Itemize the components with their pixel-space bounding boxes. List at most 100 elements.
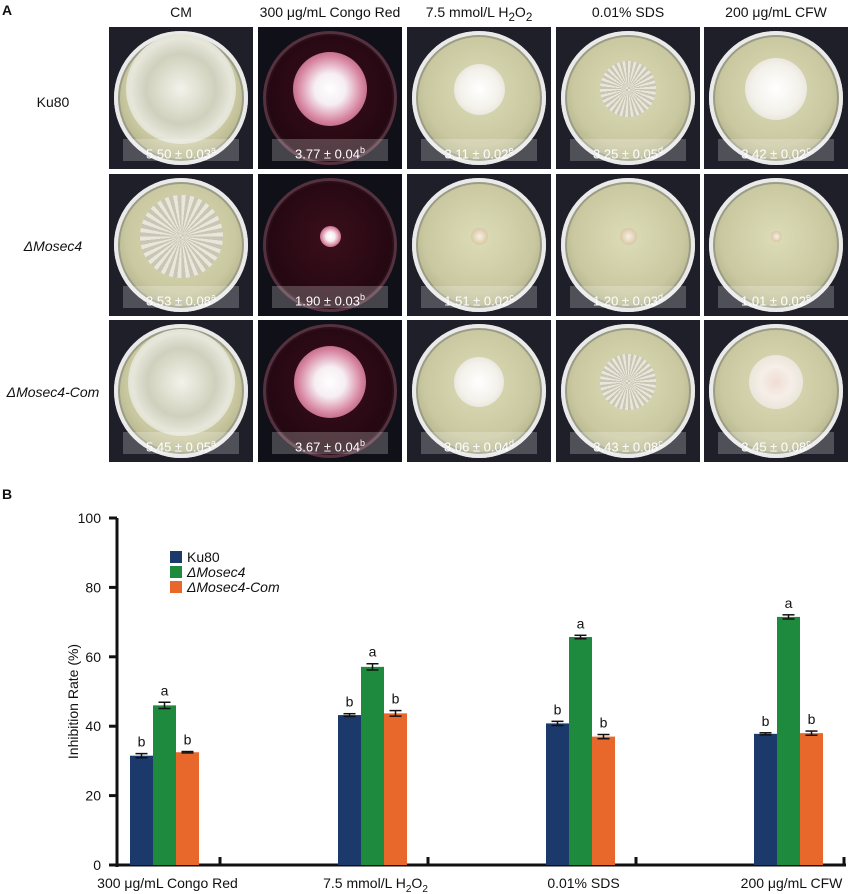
- colony-diameter-value: 3.25 ± 0.05: [593, 146, 658, 162]
- plate-photo: 3.11 ± 0.02e: [407, 27, 551, 169]
- significance-letter: c: [806, 145, 811, 155]
- x-tick-label: 0.01% SDS: [547, 875, 619, 891]
- bar: [592, 736, 615, 865]
- colony-diameter-value: 3.53 ± 0.08: [146, 293, 211, 309]
- column-header-h2o2: 7.5 mmol/L H2O2: [407, 4, 551, 24]
- petri-dish: [709, 178, 843, 312]
- legend-label: Ku80: [187, 549, 220, 565]
- bar: [384, 713, 407, 865]
- legend-swatch: [170, 566, 182, 578]
- fungal-colony: [600, 61, 656, 117]
- fungal-colony: [294, 346, 366, 418]
- y-tick-label: 20: [85, 788, 101, 804]
- colony-diameter-value: 1.51 ± 0.02: [444, 293, 510, 309]
- y-tick-label: 0: [93, 857, 101, 873]
- column-header-cm: CM: [170, 4, 192, 20]
- significance-letter: b: [600, 715, 608, 731]
- significance-letter: b: [359, 438, 365, 448]
- colony-diameter-label: 1.01 ± 0.02e: [718, 286, 834, 308]
- panel-b-letter: B: [2, 486, 13, 502]
- significance-letter: c: [658, 438, 663, 448]
- colony-diameter-value: 1.90 ± 0.03: [295, 293, 360, 309]
- x-tick-label: 300 μg/mL Congo Red: [97, 875, 238, 891]
- colony-diameter-value: 3.11 ± 0.02: [444, 146, 509, 162]
- colony-diameter-label: 3.53 ± 0.08a: [123, 286, 239, 308]
- colony-diameter-value: 3.77 ± 0.04: [295, 146, 360, 162]
- significance-letter: a: [210, 145, 216, 155]
- significance-letter: d: [657, 292, 663, 302]
- h2o2-header-prefix: 7.5 mmol/L H: [425, 4, 509, 20]
- significance-letter: b: [184, 732, 192, 748]
- fungal-colony: [619, 227, 637, 245]
- significance-letter: b: [554, 701, 562, 717]
- plate-photo: 3.25 ± 0.05d: [556, 27, 700, 169]
- plate-photo: 1.90 ± 0.03b: [258, 174, 402, 316]
- colony-diameter-label: 3.67 ± 0.04b: [272, 432, 388, 454]
- bar: [176, 752, 199, 865]
- y-tick-label: 60: [85, 649, 101, 665]
- bar: [754, 733, 777, 865]
- significance-letter: c: [509, 292, 514, 302]
- fungal-colony: [127, 328, 235, 436]
- y-axis-title: Inhibition Rate (%): [65, 644, 81, 759]
- fungal-colony: [293, 52, 367, 126]
- significance-letter: e: [508, 145, 514, 155]
- fungal-colony: [770, 230, 782, 242]
- fungal-colony: [745, 58, 807, 120]
- significance-letter: e: [805, 292, 811, 302]
- plate-photo: 3.53 ± 0.08a: [109, 174, 253, 316]
- x-tick-label: 7.5 mmol/L H2O2: [323, 875, 428, 894]
- colony-diameter-label: 3.11 ± 0.02e: [421, 139, 537, 161]
- plate-photo: 3.43 ± 0.08c: [556, 320, 700, 462]
- colony-diameter-value: 3.06 ± 0.04: [444, 439, 509, 455]
- colony-diameter-value: 5.50 ± 0.03: [146, 146, 211, 162]
- colony-diameter-label: 1.51 ± 0.02c: [421, 286, 537, 308]
- significance-letter: b: [138, 734, 146, 750]
- y-tick-label: 100: [78, 510, 102, 526]
- y-tick-label: 80: [85, 579, 101, 595]
- significance-letter: b: [359, 292, 365, 302]
- colony-diameter-label: 5.45 ± 0.05a: [123, 432, 239, 454]
- fungal-colony: [454, 357, 504, 407]
- plate-photo: 1.20 ± 0.03d: [556, 174, 700, 316]
- petri-dish: [561, 178, 695, 312]
- plate-photo: 3.06 ± 0.04d: [407, 320, 551, 462]
- colony-diameter-value: 1.01 ± 0.02: [741, 293, 806, 309]
- legend-swatch: [170, 581, 182, 593]
- h2o2-header-sub1: 2: [508, 10, 515, 24]
- colony-diameter-label: 1.20 ± 0.03d: [570, 286, 686, 308]
- plate-photo: 3.67 ± 0.04b: [258, 320, 402, 462]
- significance-letter: a: [785, 595, 793, 611]
- significance-letter: b: [346, 694, 354, 710]
- colony-diameter-value: 3.45 ± 0.08: [741, 439, 807, 455]
- significance-letter: b: [808, 711, 816, 727]
- plate-photo: 5.45 ± 0.05a: [109, 320, 253, 462]
- significance-letter: c: [806, 438, 811, 448]
- colony-diameter-value: 3.43 ± 0.08: [593, 439, 659, 455]
- bar: [361, 666, 384, 865]
- fungal-colony: [319, 225, 341, 247]
- colony-diameter-label: 3.25 ± 0.05d: [570, 139, 686, 161]
- colony-diameter-value: 1.20 ± 0.03: [593, 293, 658, 309]
- fungal-colony: [126, 34, 236, 144]
- significance-letter: d: [508, 438, 514, 448]
- fungal-colony: [470, 227, 488, 245]
- plate-photo: 3.77 ± 0.04b: [258, 27, 402, 169]
- significance-letter: b: [359, 145, 365, 155]
- legend-label: ΔMosec4: [186, 564, 246, 580]
- fungal-colony: [139, 194, 223, 278]
- bar: [569, 637, 592, 865]
- bar: [338, 715, 361, 865]
- colony-diameter-label: 3.77 ± 0.04b: [272, 139, 388, 161]
- panel-a-letter: A: [2, 2, 13, 18]
- h2o2-header-mid: O: [514, 4, 526, 20]
- colony-diameter-value: 5.45 ± 0.05: [146, 439, 211, 455]
- x-tick-label: 200 μg/mL CFW: [741, 875, 843, 891]
- colony-diameter-label: 3.06 ± 0.04d: [421, 432, 537, 454]
- row-label-mosec4-com: ΔMosec4-Com: [6, 384, 100, 400]
- legend-swatch: [170, 551, 182, 563]
- row-label-ku80: Ku80: [36, 94, 70, 110]
- plate-photo: 3.42 ± 0.02c: [704, 27, 848, 169]
- colony-diameter-label: 3.43 ± 0.08c: [570, 432, 686, 454]
